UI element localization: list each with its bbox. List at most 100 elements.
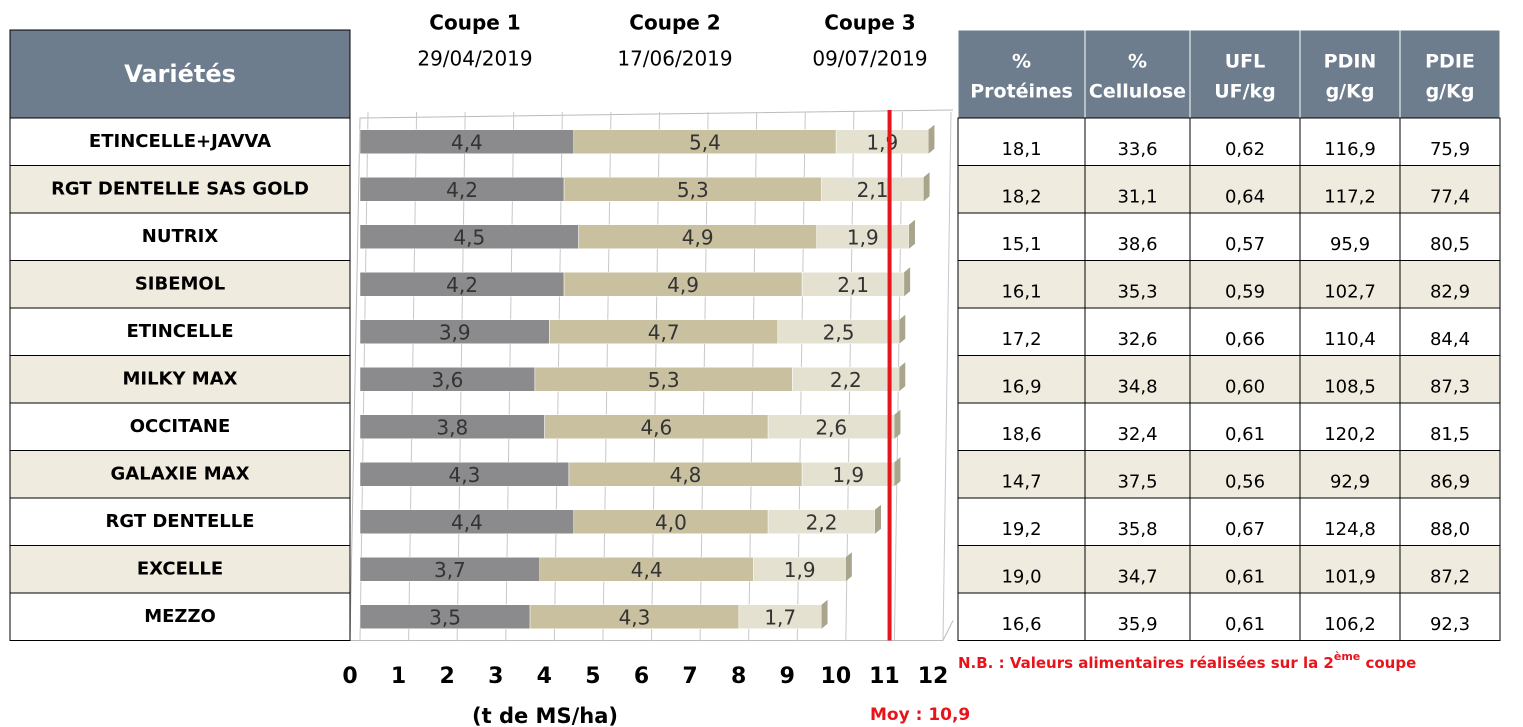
variety-label: ETINCELLE: [126, 321, 233, 342]
table-cell: [1399, 450, 1501, 499]
bar-segment: [563, 272, 803, 297]
variety-label: EXCELLE: [137, 558, 223, 579]
table-cell: [1189, 497, 1301, 546]
value-label: 4,9: [667, 273, 699, 297]
bar-segment: [359, 224, 579, 249]
variety-label: ETINCELLE+JAVVA: [89, 131, 271, 152]
table-value: 0,61: [1225, 566, 1265, 587]
table-value: 33,6: [1117, 139, 1157, 160]
bar-end: [908, 219, 915, 249]
table-value: 32,6: [1117, 329, 1157, 350]
table-value: 0,66: [1225, 329, 1265, 350]
table-cell: [1189, 307, 1301, 356]
value-label: 4,0: [655, 510, 687, 534]
table-cell: [957, 592, 1086, 641]
table-value: 34,8: [1117, 376, 1157, 397]
x-tick-label: 7: [682, 664, 697, 689]
table-header: g/Kg: [1326, 81, 1375, 103]
variety-label: OCCITANE: [130, 416, 231, 437]
value-label: 1,7: [764, 605, 796, 629]
variety-cell: [9, 545, 351, 594]
table-value: 110,4: [1324, 329, 1376, 350]
table-cell: [1399, 355, 1501, 404]
varieties-header-cell: [9, 29, 351, 119]
value-label: 4,2: [446, 273, 478, 297]
value-label: 4,8: [670, 463, 702, 487]
table-value: 31,1: [1117, 186, 1157, 207]
value-label: 3,8: [436, 415, 468, 439]
table-cell: [1084, 165, 1191, 214]
table-value: 77,4: [1430, 186, 1470, 207]
table-value: 16,9: [1001, 376, 1041, 397]
bar-segment: [578, 224, 817, 249]
table-cell: [957, 165, 1086, 214]
variety-label: SIBEMOL: [135, 273, 225, 294]
value-label: 4,3: [619, 605, 651, 629]
table-cell: [1299, 545, 1401, 594]
bar-segment: [563, 177, 822, 202]
table-header-cell: [1399, 29, 1501, 119]
table-cell: [1189, 165, 1301, 214]
table-header: Cellulose: [1089, 81, 1186, 103]
bar-segment: [534, 367, 793, 392]
table-header-cell: [1084, 29, 1191, 119]
table-value: 19,2: [1001, 519, 1041, 540]
bar-segment: [359, 367, 536, 392]
table-header: UFL: [1225, 51, 1266, 73]
table-header: %: [1012, 51, 1031, 73]
bar-end: [894, 457, 901, 487]
variety-label: GALAXIE MAX: [111, 463, 250, 484]
table-value: 75,9: [1430, 139, 1470, 160]
bar-segment: [549, 319, 779, 344]
bar-segment: [767, 414, 895, 439]
table-cell: [1189, 260, 1301, 309]
table-header: %: [1128, 51, 1147, 73]
table-cell: [957, 212, 1086, 261]
value-label: 2,1: [857, 178, 889, 202]
table-cell: [1084, 117, 1191, 166]
bar-end: [899, 362, 906, 392]
table-value: 108,5: [1324, 376, 1376, 397]
table-value: 81,5: [1430, 424, 1470, 445]
series-date: 09/07/2019: [812, 47, 927, 71]
value-label: 4,7: [648, 320, 680, 344]
table-value: 0,61: [1225, 424, 1265, 445]
table-cell: [1189, 117, 1301, 166]
x-tick-label: 12: [918, 664, 949, 689]
x-tick-label: 3: [488, 664, 503, 689]
note-text: N.B. : Valeurs alimentaires réalisées su…: [958, 654, 1334, 672]
table-cell: [1189, 450, 1301, 499]
value-label: 2,5: [823, 320, 855, 344]
table-header: PDIE: [1425, 51, 1475, 73]
table-value: 32,4: [1117, 424, 1157, 445]
bar-segment: [767, 509, 876, 534]
series-name: Coupe 1: [429, 11, 520, 35]
table-cell: [1189, 592, 1301, 641]
table-value: 82,9: [1430, 281, 1470, 302]
table-value: 18,2: [1001, 186, 1041, 207]
table-value: 88,0: [1430, 519, 1470, 540]
bar-end: [821, 599, 828, 629]
table-header-cell: [1299, 29, 1401, 119]
series-name: Coupe 3: [824, 11, 915, 35]
bar-end: [923, 172, 930, 202]
table-cell: [1084, 212, 1191, 261]
variety-label: MILKY MAX: [122, 368, 237, 389]
table-cell: [1084, 260, 1191, 309]
table-value: 35,3: [1117, 281, 1157, 302]
value-label: 1,9: [847, 225, 879, 249]
table-cell: [957, 307, 1086, 356]
bar-segment: [821, 177, 924, 202]
value-label: 2,1: [837, 273, 869, 297]
table-value: 116,9: [1324, 139, 1376, 160]
table-value: 92,9: [1330, 471, 1370, 492]
bar-segment: [539, 557, 754, 582]
table-value: 0,60: [1225, 376, 1265, 397]
table-value: 34,7: [1117, 566, 1157, 587]
value-label: 4,3: [449, 463, 481, 487]
bar-end: [928, 124, 935, 154]
x-tick-label: 10: [821, 664, 852, 689]
table-value: 37,5: [1117, 471, 1157, 492]
note: N.B. : Valeurs alimentaires réalisées su…: [958, 650, 1416, 672]
